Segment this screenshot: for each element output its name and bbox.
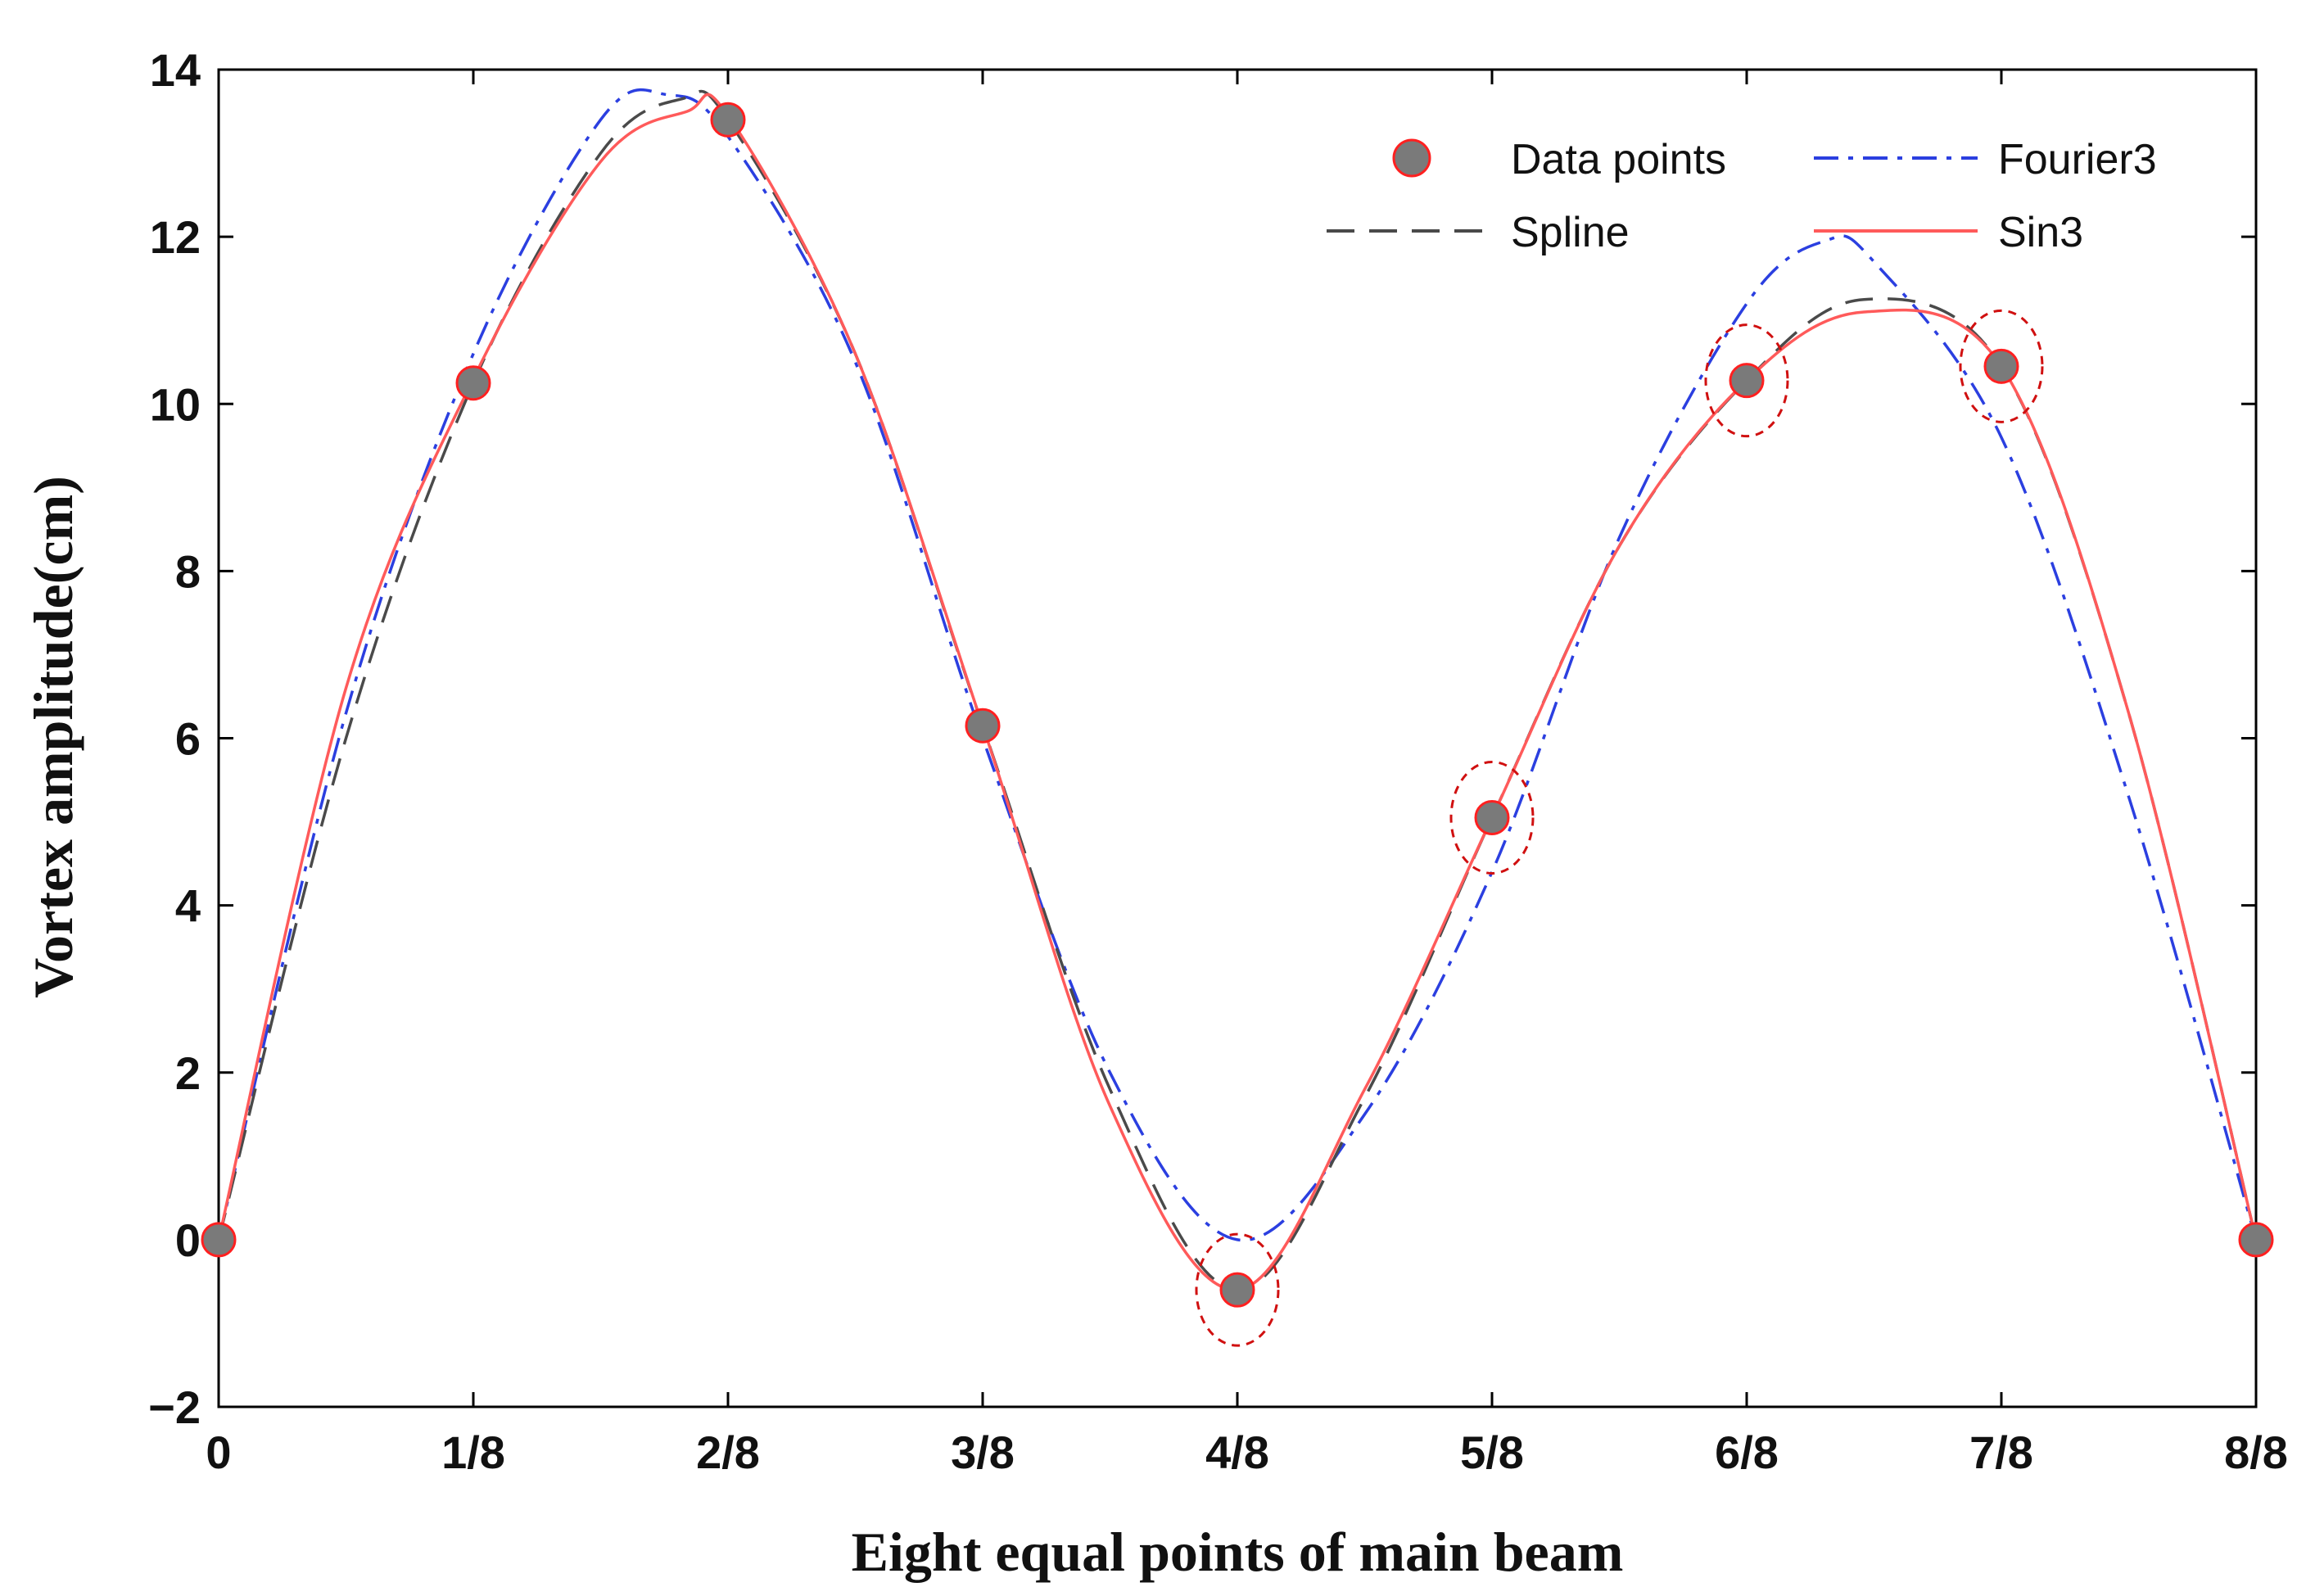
y-tick-label: 2	[175, 1047, 201, 1099]
y-tick-label: −2	[148, 1381, 201, 1433]
series-line-spline	[219, 89, 2256, 1291]
series-line-sin3	[219, 93, 2256, 1291]
x-tick-label: 0	[206, 1426, 231, 1478]
data-point	[1729, 363, 1765, 399]
x-tick-label: 6/8	[1715, 1426, 1779, 1478]
x-tick-label: 2/8	[696, 1426, 760, 1478]
x-tick-label: 4/8	[1205, 1426, 1269, 1478]
x-axis-title: Eight equal points of main beam	[852, 1521, 1624, 1583]
y-tick-label: 8	[175, 545, 201, 597]
x-tick-labels: 0 1/8 2/8 3/8 4/8 5/8 6/8 7/8 8/8	[206, 1426, 2288, 1478]
series-line-fourier3	[219, 88, 2256, 1242]
legend-marker-data-points	[1392, 138, 1431, 178]
fit-curves	[219, 88, 2256, 1291]
y-tick-label: 0	[175, 1214, 201, 1266]
plot-area-frame	[217, 68, 2258, 1408]
highlight-ellipse	[1449, 760, 1535, 875]
x-tick-label: 7/8	[1969, 1426, 2033, 1478]
highlight-ellipse	[1704, 323, 1789, 438]
x-tick-label: 3/8	[951, 1426, 1015, 1478]
data-point	[965, 708, 1001, 744]
y-tick-label: 4	[175, 880, 201, 932]
legend-label-sin3: Sin3	[1998, 209, 2083, 256]
data-point-markers	[201, 102, 2274, 1308]
legend-label-fourier3: Fourier3	[1998, 136, 2157, 183]
data-point	[710, 102, 746, 138]
legend: Data points Fourier3 Spline Sin3	[1327, 136, 2157, 256]
data-point	[455, 365, 491, 401]
highlight-ellipse	[1959, 309, 2044, 423]
x-tick-label: 1/8	[441, 1426, 505, 1478]
y-tick-label: 6	[175, 713, 201, 765]
legend-label-spline: Spline	[1511, 209, 1630, 256]
data-point	[1983, 348, 2019, 384]
y-tick-label: 12	[150, 211, 201, 263]
axis-ticks	[217, 68, 2258, 1408]
data-point	[201, 1222, 237, 1258]
y-tick-label: 14	[150, 44, 201, 96]
data-point	[2238, 1222, 2274, 1258]
y-tick-labels: −2 0 2 4 6 8 10 12 14	[148, 44, 201, 1433]
highlight-ellipses	[1195, 309, 2044, 1347]
data-point	[1219, 1272, 1255, 1308]
x-tick-label: 8/8	[2224, 1426, 2288, 1478]
y-axis-title: Vortex amplitude(cm)	[22, 476, 84, 998]
data-point	[1474, 799, 1510, 835]
y-tick-label: 10	[150, 378, 201, 430]
highlight-ellipse	[1195, 1232, 1280, 1347]
x-tick-label: 5/8	[1460, 1426, 1524, 1478]
legend-label-data-points: Data points	[1511, 136, 1726, 183]
